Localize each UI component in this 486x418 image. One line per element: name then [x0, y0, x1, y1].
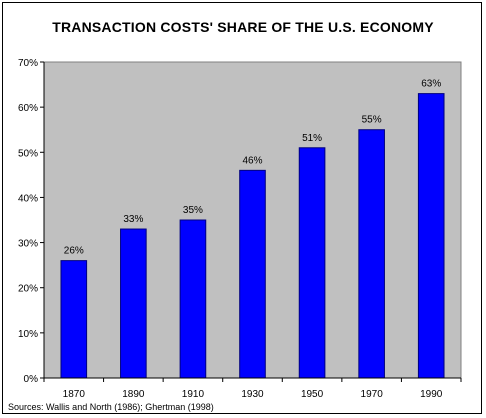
y-tick-label: 0%: [24, 374, 39, 385]
x-tick-label: 1910: [182, 389, 205, 400]
bar-value-label: 63%: [421, 79, 441, 90]
y-tick-label: 50%: [18, 148, 38, 159]
x-tick-label: 1990: [420, 389, 443, 400]
y-axis: 0% 10% 20% 30% 40% 50% 60% 70%: [18, 58, 45, 385]
bar-1910: [179, 219, 207, 379]
bar-1970: [358, 129, 385, 379]
bar-value-label: 26%: [64, 246, 84, 257]
bar-value-label: 33%: [123, 214, 143, 225]
y-tick-label: 30%: [18, 239, 38, 250]
y-tick-label: 40%: [18, 193, 38, 204]
x-tick-label: 1930: [241, 389, 264, 400]
bar-value-label: 35%: [183, 205, 203, 216]
x-axis: 1870 1890 1910 1930 1950 1970 1990: [43, 377, 462, 400]
bar-1950: [298, 147, 326, 379]
x-tick-label: 1970: [361, 389, 384, 400]
chart-title: TRANSACTION COSTS' SHARE OF THE U.S. ECO…: [52, 19, 434, 35]
bar-1930: [239, 169, 266, 379]
bar-value-label: 46%: [242, 155, 262, 166]
bar-value-label: 55%: [362, 115, 382, 126]
bar-1870: [60, 260, 88, 379]
y-tick-label: 70%: [18, 58, 38, 69]
y-tick-label: 10%: [18, 329, 38, 340]
bar-value-label: 51%: [302, 133, 322, 144]
x-tick-label: 1890: [122, 389, 145, 400]
bars: 26% 33% 35% 46% 51% 55% 63%: [60, 79, 445, 379]
source-note: Sources: Wallis and North (1986); Ghertm…: [8, 402, 214, 412]
x-tick-label: 1950: [301, 389, 324, 400]
y-tick-label: 60%: [18, 103, 38, 114]
bar-1890: [120, 228, 147, 379]
y-tick-label: 20%: [18, 284, 38, 295]
x-tick-label: 1870: [63, 389, 86, 400]
bar-1990: [417, 93, 445, 379]
